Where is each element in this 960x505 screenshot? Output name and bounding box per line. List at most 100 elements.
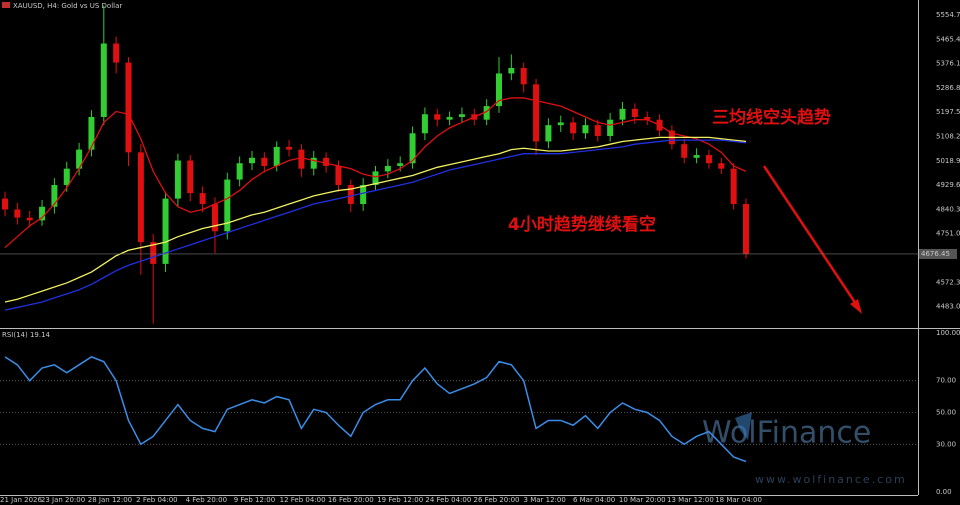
moving-average (4, 136, 747, 303)
candle-body (360, 184, 367, 205)
rsi-line (4, 356, 747, 463)
candle-body (533, 84, 540, 142)
candle-body (520, 67, 527, 85)
candle-body (187, 160, 194, 194)
y-tick-label: 4929.62 (936, 181, 960, 189)
x-tick-label: 23 Jan 20:00 (41, 496, 85, 504)
x-tick-label: 3 Mar 12:00 (524, 496, 566, 504)
candle-body (286, 146, 293, 150)
y-tick-label: 0.00 (936, 488, 952, 496)
candle-body (644, 116, 651, 120)
watermark-brand: WolFinance (702, 416, 871, 451)
candle-body (421, 114, 428, 134)
candle-body (705, 155, 712, 164)
last-price-box (919, 248, 957, 259)
y-tick-label: 100.00 (936, 329, 960, 337)
candle-body (446, 116, 453, 120)
candle-body (39, 206, 46, 221)
candle-body (508, 67, 515, 74)
moving-average (4, 139, 747, 311)
candle-body (384, 165, 391, 172)
candle-body (323, 157, 330, 166)
candle-body (26, 217, 33, 221)
candle-body (249, 157, 255, 164)
candle-body (372, 171, 379, 185)
candle-body (743, 204, 749, 254)
candle-body (730, 168, 737, 205)
candle-body (51, 184, 58, 207)
trend-arrowhead (850, 299, 862, 314)
candle-body (298, 149, 305, 169)
y-tick-label: 4483.07 (936, 303, 960, 311)
x-tick-label: 4 Feb 20:00 (186, 496, 227, 504)
candle-body (88, 116, 95, 150)
candle-body (607, 119, 614, 137)
candle-body (113, 43, 120, 63)
y-tick-label: 4572.36 (936, 278, 960, 286)
candle-body (496, 73, 502, 107)
candle-body (150, 242, 157, 264)
x-tick-label: 9 Feb 12:00 (234, 496, 275, 504)
chart-title: XAUUSD, H4: Gold vs US Dollar (13, 2, 122, 10)
candle-body (137, 152, 144, 243)
x-tick-label: 2 Feb 04:00 (136, 496, 177, 504)
candle-body (409, 133, 416, 164)
candle-body (434, 114, 441, 120)
x-tick-label: 21 Jan 2026 (0, 496, 43, 504)
y-tick-label: 5554.79 (936, 11, 960, 19)
candle-body (211, 204, 218, 232)
x-tick-label: 24 Feb 04:00 (425, 496, 471, 504)
candle-body (570, 122, 577, 134)
x-tick-label: 6 Mar 04:00 (573, 496, 615, 504)
x-tick-label: 19 Feb 12:00 (377, 496, 423, 504)
candle-body (14, 209, 21, 218)
trend-arrow (762, 165, 862, 311)
x-tick-label: 12 Feb 04:00 (280, 496, 326, 504)
y-tick-label: 5465.48 (936, 35, 960, 43)
candle-body (273, 146, 280, 166)
watermark-logo (735, 412, 752, 440)
candle-body (162, 198, 169, 264)
candle-body (718, 163, 725, 169)
candle-body (199, 193, 206, 205)
candle-body (347, 184, 354, 205)
candle-body (125, 62, 132, 153)
y-tick-label: 30.00 (936, 440, 956, 448)
y-tick-label: 4751.00 (936, 230, 960, 238)
y-tick-label: 5108.24 (936, 132, 960, 140)
candle-body (458, 114, 465, 117)
y-tick-label: 4840.31 (936, 205, 960, 213)
x-tick-label: 26 Feb 20:00 (474, 496, 520, 504)
x-tick-label: 18 Mar 04:00 (715, 496, 762, 504)
flag-icon (2, 2, 10, 8)
x-tick-label: 13 Mar 12:00 (667, 496, 714, 504)
candle-body (582, 125, 589, 134)
indicator-title: RSI(14) 19.14 (2, 331, 51, 339)
candle-body (397, 163, 404, 166)
candle-body (2, 198, 8, 210)
y-tick-label: 5286.86 (936, 84, 960, 92)
y-tick-label: 5018.93 (936, 157, 960, 165)
candle-body (631, 108, 638, 117)
watermark-url: www.wolfinance.com (755, 473, 907, 486)
candle-body (224, 179, 231, 232)
y-tick-label: 5376.17 (936, 60, 960, 68)
candle-body (483, 106, 490, 120)
y-tick-label: 50.00 (936, 409, 956, 417)
annotation: 4小时趋势继续看空 (508, 214, 656, 235)
candle-body (310, 157, 317, 169)
candle-body (619, 108, 626, 120)
x-tick-label: 28 Jan 12:00 (88, 496, 132, 504)
candle-body (335, 165, 342, 185)
annotation: 三均线空头趋势 (712, 107, 831, 128)
candle-body (261, 157, 268, 166)
candle-body (63, 168, 70, 185)
candle-body (557, 122, 564, 126)
candle-body (236, 163, 243, 180)
candle-body (545, 125, 552, 142)
last-price-label: 4676.45 (921, 250, 950, 258)
y-tick-label: 5197.55 (936, 108, 960, 116)
